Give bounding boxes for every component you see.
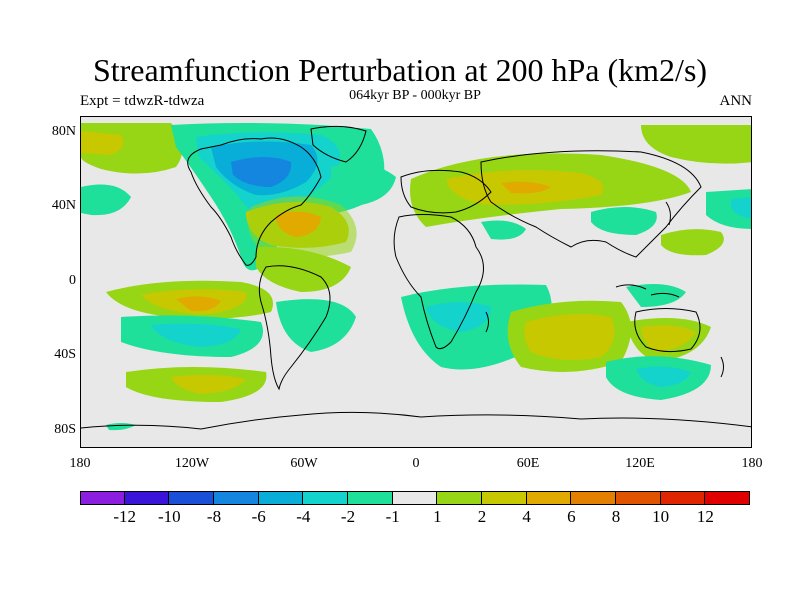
coastlines [81, 125, 751, 430]
anomaly-pacific-pos [661, 229, 724, 256]
legend-swatch [571, 491, 616, 505]
lat-tick-80n: 80N [51, 124, 76, 139]
anomaly-antarctic-neg [106, 423, 136, 431]
legend-label: -10 [157, 507, 181, 526]
coast-indonesia [615, 284, 680, 298]
coast-new-zealand [720, 356, 724, 378]
coast-asia [480, 150, 702, 258]
coast-japan [665, 201, 671, 226]
anomaly-indian-ocean-pos2 [524, 313, 615, 361]
map-svg [81, 117, 751, 447]
anomaly-south-indian-neg2 [636, 366, 691, 387]
anomaly-north-pacific-pos-core [81, 131, 124, 155]
lon-tick-60w: 60W [290, 456, 318, 471]
anomaly-australia-pos2 [641, 325, 696, 352]
legend-swatch [482, 491, 527, 505]
legend-label: -6 [251, 507, 266, 526]
anomaly-south-pacific-neg2 [151, 323, 241, 347]
lat-tick-40n: 40N [51, 198, 76, 213]
coast-antarctica [81, 411, 751, 430]
coast-africa [393, 214, 484, 350]
legend-swatch [660, 491, 706, 505]
lat-tick-eq: 0 [69, 273, 76, 288]
experiment-label: Expt = tdwzR-tdwza [80, 93, 205, 109]
lat-tick-80s: 80S [54, 422, 76, 437]
legend-swatch [169, 491, 214, 505]
anomaly-dateline-neg [81, 184, 131, 216]
coast-europe [400, 169, 492, 214]
legend-label: 12 [696, 507, 714, 526]
legend-label: 4 [522, 507, 531, 526]
legend-label: -12 [113, 507, 136, 526]
legend-label: 10 [652, 507, 670, 526]
legend-swatch [437, 491, 482, 505]
lat-tick-40s: 40S [54, 347, 76, 362]
coast-south-america [258, 265, 331, 391]
season-label: ANN [719, 93, 753, 109]
coast-north-america [187, 137, 322, 266]
anomaly-maritime-neg [626, 283, 686, 307]
anomaly-middle-east-neg [481, 220, 526, 240]
legend-swatch [303, 491, 348, 505]
anomaly-south-pacific-low-pos2 [171, 374, 246, 394]
legend-label: -8 [206, 507, 222, 526]
legend-swatch [616, 491, 661, 505]
anomaly-south-america-neg [276, 299, 356, 352]
coast-greenland [310, 125, 367, 163]
plot-subtitle: 064kyr BP - 000kyr BP [349, 88, 481, 103]
lon-tick-180e: 180 [741, 456, 763, 471]
anomaly-west-atlantic-pos4 [276, 211, 321, 237]
lon-tick-60e: 60E [516, 456, 540, 471]
legend-label: 6 [567, 507, 576, 526]
legend-swatch [214, 491, 259, 505]
legend-swatch [348, 491, 393, 505]
legend-label: -4 [296, 507, 311, 526]
legend-label: 8 [611, 507, 621, 526]
anomaly-west-pacific-neg [591, 207, 657, 235]
legend-swatch [392, 491, 438, 505]
anomaly-eurasia-pos4 [501, 181, 551, 194]
anomaly-north-america-neg6 [231, 157, 292, 187]
lon-tick-120w: 120W [174, 456, 210, 471]
lon-tick-120e: 120E [625, 456, 655, 471]
lon-tick-0: 0 [412, 456, 420, 471]
anomaly-north-atlantic-neg [331, 163, 396, 205]
map-panel [80, 116, 752, 448]
legend-swatch [705, 491, 750, 505]
anomaly-north-pacific-neg2 [731, 197, 751, 219]
legend-label: 2 [477, 507, 487, 526]
anomaly-eq-pacific-pos4 [176, 296, 221, 312]
legend-swatch [258, 491, 304, 505]
plot-title: Streamfunction Perturbation at 200 hPa (… [92, 52, 708, 88]
legend-label: -2 [340, 507, 356, 526]
lon-tick-180w: 180 [69, 456, 91, 471]
anomaly-southern-africa-neg2 [426, 302, 491, 332]
coast-australia [634, 308, 701, 353]
legend-swatch [526, 491, 572, 505]
legend-swatch [124, 491, 170, 505]
anomaly-arctic-pos [641, 125, 751, 164]
legend-swatch [80, 491, 125, 505]
coast-madagascar [485, 311, 489, 333]
anomaly-fields [81, 123, 751, 431]
legend-label: -1 [385, 507, 400, 526]
legend-label: 1 [433, 507, 442, 526]
